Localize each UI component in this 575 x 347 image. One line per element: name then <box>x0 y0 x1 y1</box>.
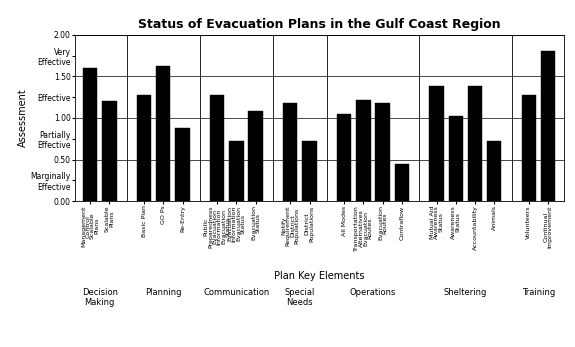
X-axis label: Plan Key Elements: Plan Key Elements <box>274 271 365 281</box>
Bar <box>156 66 170 201</box>
Bar <box>248 111 263 201</box>
Bar <box>337 114 351 201</box>
Text: Special
Needs: Special Needs <box>285 288 315 307</box>
Title: Status of Evacuation Plans in the Gulf Coast Region: Status of Evacuation Plans in the Gulf C… <box>138 18 500 31</box>
Bar <box>229 141 244 201</box>
Bar <box>487 141 501 201</box>
Text: Planning: Planning <box>145 288 182 297</box>
Bar <box>394 164 409 201</box>
Text: Decision
Making: Decision Making <box>82 288 118 307</box>
Bar <box>302 141 317 201</box>
Bar <box>210 95 224 201</box>
Text: Operations: Operations <box>350 288 396 297</box>
Bar <box>137 95 151 201</box>
Bar <box>541 51 555 201</box>
Bar <box>356 100 371 201</box>
Bar <box>175 128 190 201</box>
Bar <box>448 116 463 201</box>
Bar <box>83 68 97 201</box>
Bar <box>102 101 117 201</box>
Bar <box>283 103 297 201</box>
Y-axis label: Assessment: Assessment <box>18 88 28 147</box>
Bar <box>375 103 390 201</box>
Text: Training: Training <box>522 288 555 297</box>
Text: Sheltering: Sheltering <box>444 288 487 297</box>
Text: Communication: Communication <box>203 288 270 297</box>
Bar <box>430 86 444 201</box>
Bar <box>468 86 482 201</box>
Bar <box>522 95 536 201</box>
